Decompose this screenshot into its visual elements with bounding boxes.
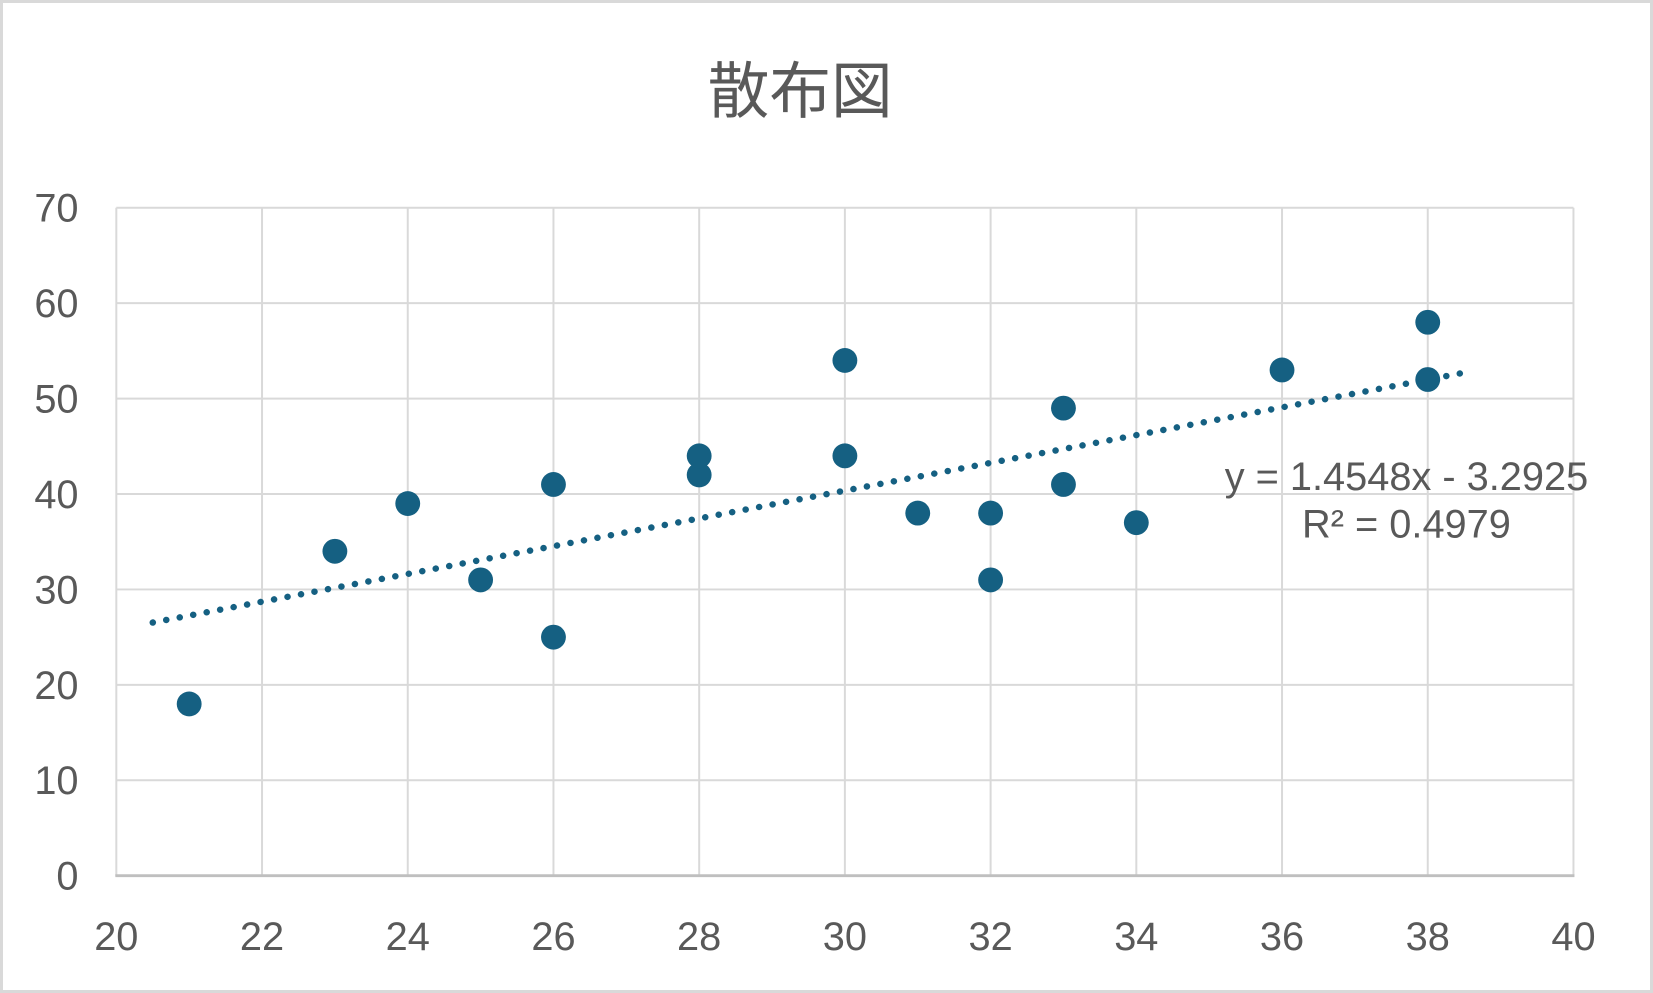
x-tick-label: 24: [386, 915, 430, 959]
gridlines: [115, 206, 1575, 876]
data-point[interactable]: [1123, 510, 1149, 536]
y-tick-label: 10: [34, 759, 78, 803]
y-tick-label: 0: [56, 855, 78, 899]
data-point[interactable]: [978, 500, 1004, 526]
y-tick-label: 50: [34, 378, 78, 422]
data-point[interactable]: [686, 462, 712, 488]
x-tick-label: 34: [1114, 915, 1158, 959]
data-point[interactable]: [468, 567, 494, 593]
trendline-equation-label[interactable]: y = 1.4548x - 3.2925: [1225, 455, 1589, 499]
x-tick-label: 20: [94, 915, 138, 959]
trendline-r-squared-label[interactable]: R² = 0.4979: [1302, 503, 1511, 547]
data-point[interactable]: [686, 443, 712, 469]
data-point[interactable]: [541, 624, 566, 650]
y-tick-label: 30: [34, 568, 78, 612]
data-point[interactable]: [1051, 472, 1076, 497]
data-point[interactable]: [832, 348, 858, 373]
data-point[interactable]: [541, 472, 566, 497]
data-point[interactable]: [1415, 309, 1441, 335]
x-tick-label: 40: [1551, 915, 1595, 959]
data-point[interactable]: [1415, 367, 1441, 392]
y-tick-label: 70: [34, 187, 78, 231]
data-point[interactable]: [1051, 395, 1076, 421]
data-point[interactable]: [395, 491, 421, 516]
data-point[interactable]: [978, 567, 1004, 593]
data-point[interactable]: [832, 443, 858, 469]
y-tick-label: 60: [34, 282, 78, 326]
x-tick-label: 30: [823, 915, 867, 959]
trendline-dotted[interactable]: [149, 369, 1468, 626]
x-tick-label: 22: [240, 915, 284, 959]
data-point-series: [176, 309, 1441, 717]
x-axis-tick-labels: 20 22 24 26 28 30 32 34 36 38 40: [94, 915, 1595, 959]
x-tick-label: 38: [1406, 915, 1450, 959]
scatter-chart: 20 22 24 26 28 30 32 34 36 38 40 0 10 20 30 40 50 60 70 散…: [34, 57, 1595, 959]
data-point[interactable]: [905, 500, 931, 526]
x-tick-label: 36: [1260, 915, 1304, 959]
y-axis-tick-labels: 0 10 20 30 40 50 60 70: [34, 187, 78, 899]
y-tick-label: 20: [34, 664, 78, 708]
x-tick-label: 28: [677, 915, 721, 959]
chart-title[interactable]: 散布図: [708, 57, 893, 126]
data-point[interactable]: [322, 538, 348, 564]
trendline[interactable]: [149, 369, 1468, 626]
data-point[interactable]: [176, 691, 202, 717]
x-tick-label: 32: [968, 915, 1012, 959]
x-tick-label: 26: [531, 915, 575, 959]
y-tick-label: 40: [34, 473, 78, 517]
data-point[interactable]: [1269, 357, 1295, 383]
